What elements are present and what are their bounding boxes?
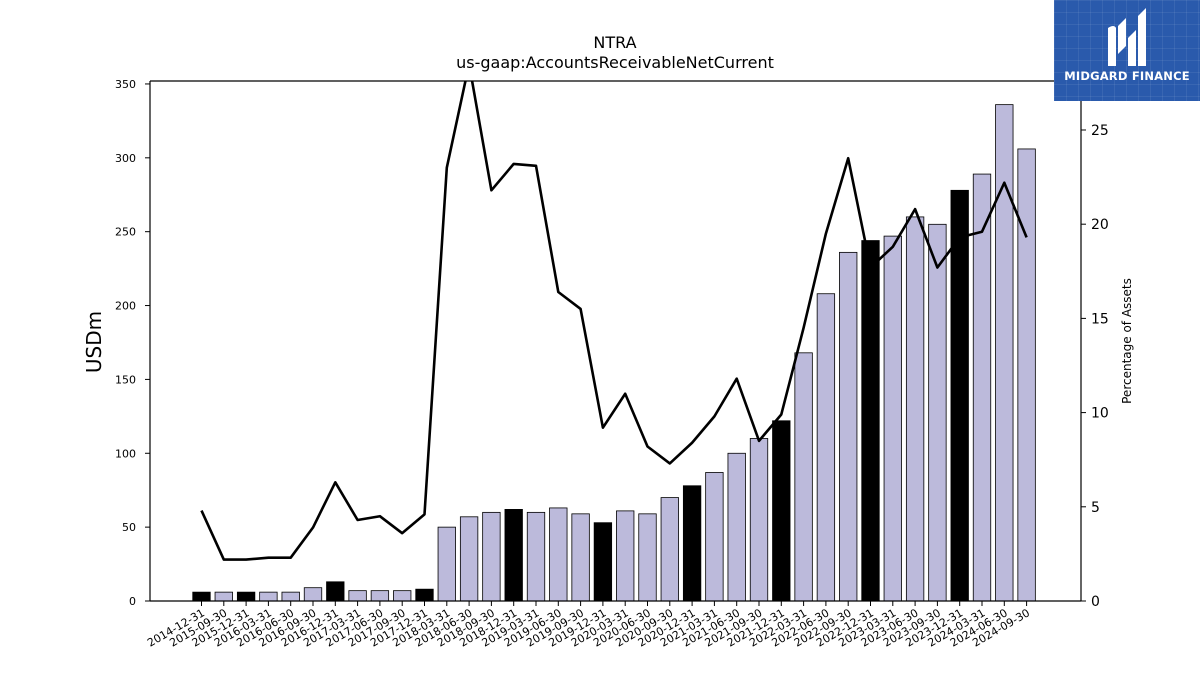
bar-2022-12-31 xyxy=(861,240,880,602)
bar-2015-09-30 xyxy=(214,591,233,602)
y-tick-label: 50 xyxy=(122,521,136,534)
y-tick-label: 250 xyxy=(115,226,136,239)
bar-2016-03-31 xyxy=(259,591,278,602)
bar-2018-09-30 xyxy=(482,511,501,602)
bar-2023-09-30 xyxy=(928,223,947,602)
line-series xyxy=(200,81,1028,561)
bar-2019-12-31 xyxy=(593,522,613,602)
bar-2022-03-31 xyxy=(794,352,813,602)
midgard-m-icon xyxy=(1108,8,1146,66)
bar-2015-12-31 xyxy=(236,591,256,602)
y-tick-label: 100 xyxy=(115,447,136,460)
bar-2019-03-31 xyxy=(526,511,546,602)
y2-axis-label: Percentage of Assets xyxy=(1120,278,1134,404)
chart-title: NTRA xyxy=(593,33,636,52)
bar-2016-12-31 xyxy=(326,581,345,602)
bar-series xyxy=(192,104,1036,602)
y2-tick-label: 5 xyxy=(1091,500,1100,516)
y2-tick-label: 0 xyxy=(1091,594,1100,610)
bar-2018-03-31 xyxy=(437,526,456,602)
y-tick-label: 300 xyxy=(115,152,136,165)
bar-2021-12-31 xyxy=(772,420,791,602)
bar-2023-12-31 xyxy=(950,189,969,602)
y2-tick-label: 25 xyxy=(1091,123,1109,139)
bar-2022-09-30 xyxy=(839,251,858,602)
bar-2018-12-31 xyxy=(504,509,523,602)
bar-2021-06-30 xyxy=(727,452,746,602)
bar-2017-09-30 xyxy=(393,590,412,602)
bar-2016-09-30 xyxy=(303,587,323,602)
bar-2020-03-31 xyxy=(616,510,635,602)
y2-tick-label: 15 xyxy=(1091,311,1109,327)
bar-2023-06-30 xyxy=(905,216,925,602)
y-tick-label: 0 xyxy=(129,595,136,608)
chart-subtitle: us-gaap:AccountsReceivableNetCurrent xyxy=(456,53,774,72)
brand-logo: MIDGARD FINANCE xyxy=(1054,0,1200,101)
bar-2016-06-30 xyxy=(281,591,300,602)
percentage-line xyxy=(200,81,1028,561)
bar-2024-06-30 xyxy=(995,104,1014,602)
y-tick-label: 200 xyxy=(115,300,136,313)
bar-2024-03-31 xyxy=(972,173,992,602)
brand-name: MIDGARD FINANCE xyxy=(1064,69,1190,83)
y-tick-label: 350 xyxy=(115,78,136,91)
bar-2020-12-31 xyxy=(682,485,702,602)
y-tick-label: 150 xyxy=(115,373,136,386)
bar-2020-09-30 xyxy=(660,497,679,602)
bar-2024-09-30 xyxy=(1017,148,1036,602)
bar-2017-03-31 xyxy=(348,590,367,602)
bar-2022-06-30 xyxy=(816,293,836,602)
bar-2017-12-31 xyxy=(415,588,434,602)
bar-2018-06-30 xyxy=(459,516,479,602)
bar-2023-03-31 xyxy=(883,235,902,602)
bar-2017-06-30 xyxy=(370,590,390,602)
y2-tick-label: 10 xyxy=(1091,406,1109,422)
bar-2020-06-30 xyxy=(638,513,657,602)
bar-2014-12-31 xyxy=(192,591,211,602)
y2-tick-label: 20 xyxy=(1091,217,1109,233)
bar-2021-03-31 xyxy=(705,472,724,602)
y-axis-label: USDm xyxy=(82,311,106,373)
bar-2021-09-30 xyxy=(749,438,769,602)
bar-2019-06-30 xyxy=(549,507,568,602)
bar-2019-09-30 xyxy=(571,513,590,602)
